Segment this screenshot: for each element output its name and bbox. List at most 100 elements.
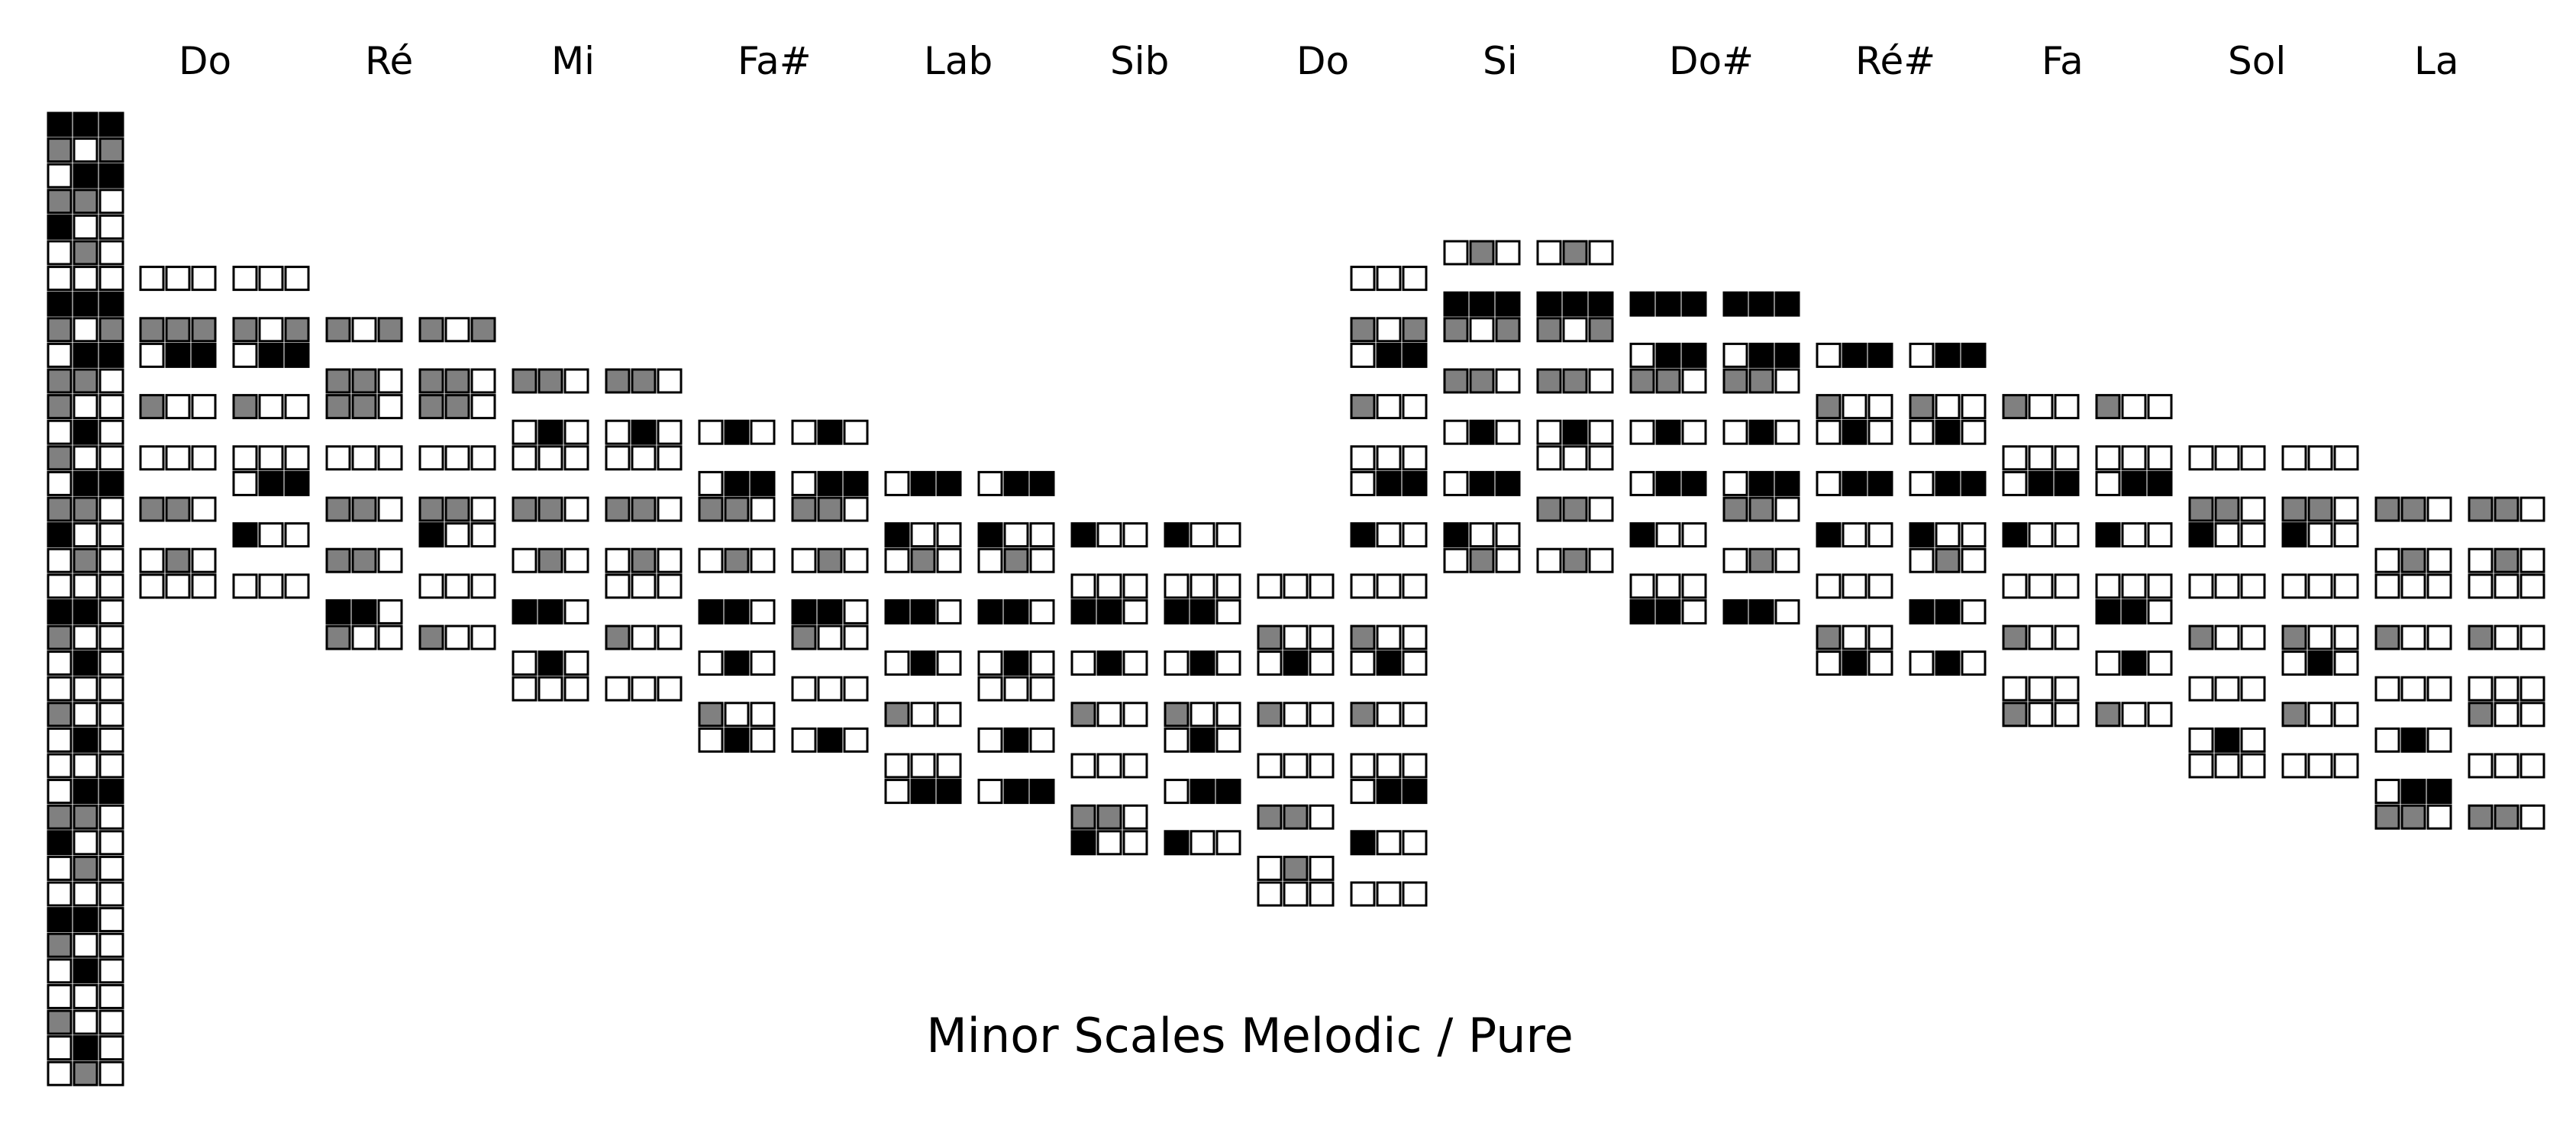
- cell: [1215, 522, 1241, 548]
- note-row: [605, 547, 683, 573]
- note-row: [1536, 291, 1614, 317]
- cell: [98, 342, 124, 368]
- cell: [2281, 496, 2307, 522]
- cell: [2307, 624, 2333, 650]
- cell: [605, 573, 631, 599]
- cell: [2147, 445, 2173, 471]
- cell: [537, 599, 563, 624]
- cell: [1867, 342, 1893, 368]
- cell: [1070, 522, 1096, 548]
- legend-row: [47, 1060, 124, 1086]
- cell: [1842, 394, 1867, 420]
- cell: [1961, 650, 1987, 676]
- cell: [98, 522, 124, 548]
- cell: [418, 368, 444, 394]
- cell: [98, 983, 124, 1009]
- cell: [1402, 650, 1428, 676]
- cell: [1402, 881, 1428, 907]
- cell: [470, 522, 496, 548]
- cell: [698, 496, 724, 522]
- cell: [563, 547, 589, 573]
- cell: [563, 445, 589, 471]
- note-row: [884, 522, 962, 548]
- cell: [698, 419, 724, 445]
- cell: [537, 368, 563, 394]
- cell: [537, 496, 563, 522]
- cell: [2468, 624, 2494, 650]
- cell: [1495, 419, 1521, 445]
- cell: [1842, 470, 1867, 496]
- cell: [284, 317, 310, 343]
- cell: [1402, 624, 1428, 650]
- cell: [191, 266, 217, 292]
- cell: [977, 599, 1003, 624]
- cell: [605, 676, 631, 702]
- cell: [1164, 830, 1190, 856]
- note-row: [1816, 470, 1893, 496]
- cell: [2333, 445, 2359, 471]
- cell: [1122, 573, 1148, 599]
- cell: [1469, 317, 1495, 343]
- cell: [165, 445, 191, 471]
- note-row: [1536, 317, 1614, 343]
- cell: [1309, 753, 1335, 779]
- legend-row: [47, 624, 124, 650]
- cell: [2188, 727, 2214, 753]
- scale-column-melodic: [2374, 496, 2452, 830]
- cell: [47, 240, 73, 266]
- note-row: [1257, 881, 1335, 907]
- note-row: [232, 266, 310, 292]
- cell: [470, 394, 496, 420]
- note-row: [418, 624, 496, 650]
- cell: [73, 419, 98, 445]
- note-row: [1816, 650, 1893, 676]
- cell: [1629, 522, 1655, 548]
- cell: [2400, 624, 2426, 650]
- cell: [98, 419, 124, 445]
- cell: [351, 496, 377, 522]
- cell: [351, 445, 377, 471]
- cell: [698, 727, 724, 753]
- cell: [1562, 547, 1588, 573]
- note-row: [2468, 804, 2545, 830]
- note-row: [1350, 317, 1428, 343]
- legend-row: [47, 804, 124, 830]
- cell: [1816, 522, 1842, 548]
- cell: [1867, 522, 1893, 548]
- cell: [2028, 522, 2054, 548]
- cell: [1257, 753, 1283, 779]
- cell: [1655, 470, 1681, 496]
- cell: [1029, 470, 1055, 496]
- cell: [1029, 547, 1055, 573]
- cell: [98, 111, 124, 137]
- cell: [2002, 573, 2028, 599]
- cell: [73, 445, 98, 471]
- note-row: [139, 445, 217, 471]
- cell: [418, 317, 444, 343]
- note-row: [139, 266, 217, 292]
- cell: [1816, 470, 1842, 496]
- note-row: [1629, 419, 1707, 445]
- cell: [73, 753, 98, 779]
- cell: [1350, 650, 1376, 676]
- note-row: [1257, 702, 1335, 728]
- cell: [512, 368, 537, 394]
- legend-row: [47, 470, 124, 496]
- cell: [1748, 342, 1774, 368]
- note-row: [2374, 676, 2452, 702]
- cell: [1774, 470, 1800, 496]
- note-row: [325, 624, 403, 650]
- cell: [377, 599, 403, 624]
- cell: [884, 470, 910, 496]
- cell: [47, 702, 73, 728]
- cell: [1164, 779, 1190, 805]
- cell: [910, 779, 936, 805]
- cell: [2121, 522, 2147, 548]
- note-row: [2002, 573, 2080, 599]
- cell: [2307, 573, 2333, 599]
- cell: [1816, 573, 1842, 599]
- cell: [2307, 650, 2333, 676]
- cell: [98, 1060, 124, 1086]
- cell: [2307, 445, 2333, 471]
- cell: [2400, 573, 2426, 599]
